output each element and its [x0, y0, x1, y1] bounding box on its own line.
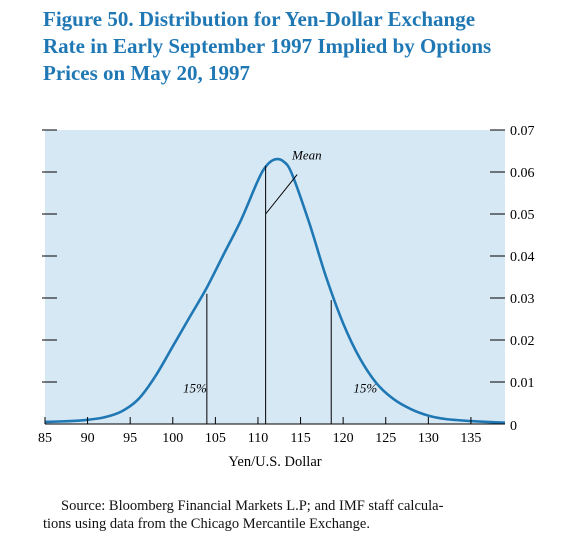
chart-svg: 85 90 95 100 105 110 115 120 125 130 135 0 0.01 0.02 0…	[38, 124, 535, 470]
source-line-1: Source: Bloomberg Financial Markets L.P;…	[61, 498, 444, 514]
x-tick-label-85: 85	[38, 431, 52, 446]
left-tail-label: 15%	[183, 381, 207, 396]
mean-leader-line	[265, 174, 298, 215]
mean-label: Mean	[291, 147, 322, 162]
y-tick-label-6: 0.06	[510, 166, 535, 181]
x-tick-label-125: 125	[375, 431, 396, 446]
y-tick-label-5: 0.05	[510, 208, 535, 223]
source-note: Source: Bloomberg Financial Markets L.P;…	[43, 497, 563, 533]
plot-area	[45, 130, 505, 424]
y-tick-label-2: 0.02	[510, 334, 535, 349]
y-tick-label-1: 0.01	[510, 376, 535, 391]
x-tick-label-130: 130	[418, 431, 439, 446]
x-tick-label-105: 105	[205, 431, 226, 446]
x-tick-label-120: 120	[333, 431, 354, 446]
y-tick-label-7: 0.07	[510, 124, 535, 139]
x-tick-label-100: 100	[162, 431, 183, 446]
source-line-2: tions using data from the Chicago Mercan…	[43, 516, 370, 532]
x-tick-label-95: 95	[123, 431, 137, 446]
y-tick-label-3: 0.03	[510, 292, 535, 307]
title-line-3: Prices on May 20, 1997	[43, 61, 251, 85]
density-curve	[44, 157, 506, 424]
y-tick-label-0: 0	[510, 419, 517, 434]
chart-title: Figure 50. Distribution for Yen-Dollar E…	[43, 6, 563, 87]
x-axis-label: Yen/U.S. Dollar	[228, 454, 321, 470]
x-tick-label-135: 135	[460, 431, 481, 446]
y-tick-label-4: 0.04	[510, 250, 535, 265]
title-line-1: Figure 50. Distribution for Yen-Dollar E…	[43, 7, 476, 31]
right-tail-label: 15%	[353, 381, 377, 396]
x-tick-label-115: 115	[290, 431, 310, 446]
x-tick-label-90: 90	[81, 431, 95, 446]
title-line-2: Rate in Early September 1997 Implied by …	[43, 34, 492, 58]
x-tick-label-110: 110	[248, 431, 268, 446]
